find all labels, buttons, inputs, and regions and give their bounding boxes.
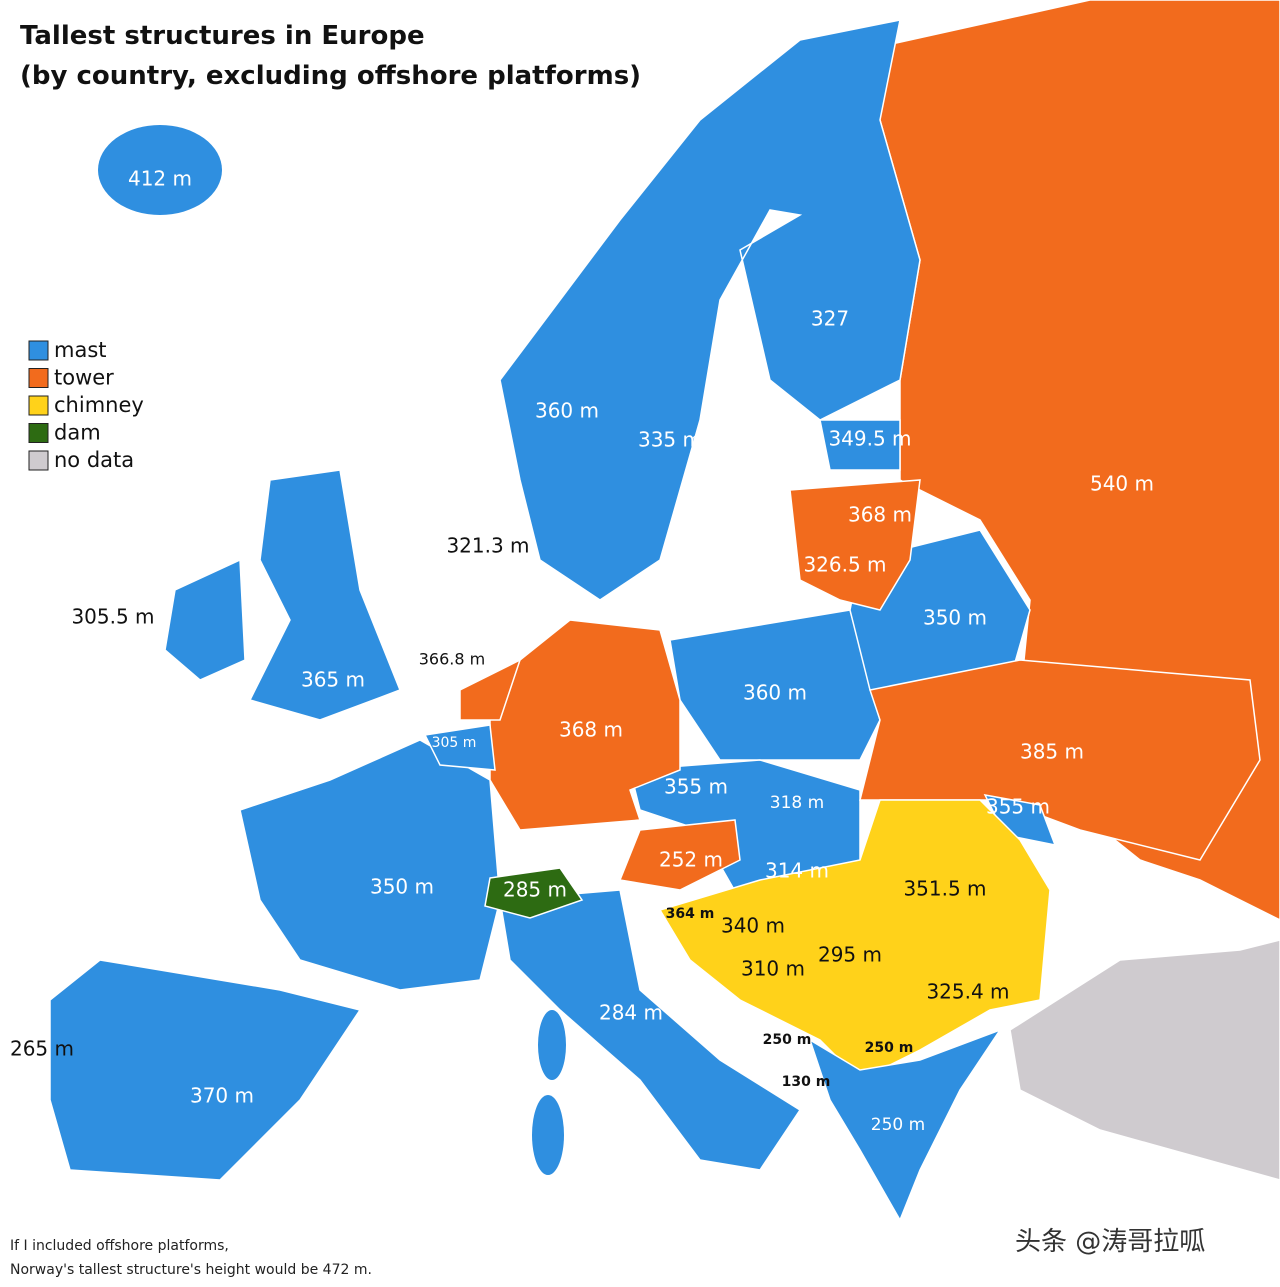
label: 305.5 m xyxy=(71,605,154,629)
label: 370 m xyxy=(190,1084,254,1108)
label: 368 m xyxy=(848,503,912,527)
legend-swatch xyxy=(28,395,49,416)
legend-label: mast xyxy=(54,338,107,362)
ukraine xyxy=(859,659,1261,861)
legend-swatch xyxy=(28,340,49,361)
iberia xyxy=(49,959,362,1181)
label: 327 xyxy=(811,307,849,331)
uk xyxy=(248,469,401,721)
label: 318 m xyxy=(770,793,824,813)
note: If I included offshore platforms, xyxy=(10,1238,229,1254)
label: 360 m xyxy=(743,681,807,705)
label: 335 m xyxy=(638,428,702,452)
label: 350 m xyxy=(370,875,434,899)
label: 385 m xyxy=(1020,740,1084,764)
italy xyxy=(499,889,802,1171)
legend-label: dam xyxy=(54,421,101,445)
label: 314 m xyxy=(765,859,829,883)
legend-label: tower xyxy=(54,366,114,390)
watermark: 头条 @涛哥拉呱 xyxy=(1015,1227,1205,1257)
label: 366.8 m xyxy=(419,650,485,669)
label: 321.3 m xyxy=(446,534,529,558)
greece-albania xyxy=(808,1028,1002,1222)
label: 295 m xyxy=(818,943,882,967)
legend-swatch xyxy=(28,368,49,388)
label: 355 m xyxy=(664,775,728,799)
label: 305 m xyxy=(432,735,477,751)
corsica xyxy=(532,1095,564,1175)
label: 350 m xyxy=(923,606,987,630)
label: 365 m xyxy=(301,668,365,692)
label: 285 m xyxy=(503,878,567,902)
label: 310 m xyxy=(741,957,805,981)
label: 265 m xyxy=(10,1037,74,1061)
belgium xyxy=(423,724,496,771)
label: 368 m xyxy=(559,718,623,742)
scandinavia xyxy=(499,19,921,601)
turkey xyxy=(1009,939,1280,1181)
label: 250 m xyxy=(865,1040,914,1056)
subtitle: (by country, excluding offshore platform… xyxy=(20,61,641,91)
iceland xyxy=(98,125,222,215)
label: 351.5 m xyxy=(903,877,986,901)
switzerland xyxy=(484,867,584,919)
france xyxy=(239,739,501,991)
label: 360 m xyxy=(535,399,599,423)
note: Norway's tallest structure's height woul… xyxy=(10,1262,372,1278)
label: 364 m xyxy=(666,906,715,922)
label: 325.4 m xyxy=(926,980,1009,1004)
label: 349.5 m xyxy=(828,427,911,451)
latvia-lithuania xyxy=(789,479,921,611)
label: 252 m xyxy=(659,848,723,872)
legend-label: chimney xyxy=(54,393,144,417)
label: 326.5 m xyxy=(803,553,886,577)
estonia xyxy=(819,419,901,471)
ireland xyxy=(164,558,246,681)
label: 412 m xyxy=(128,167,192,191)
balkans xyxy=(658,799,1051,1081)
legend-swatch xyxy=(28,423,49,443)
netherlands xyxy=(459,658,522,721)
label: 284 m xyxy=(599,1001,663,1025)
legend: mast tower chimney dam no data xyxy=(28,338,144,472)
sardinia xyxy=(538,1010,566,1080)
legend-label: no data xyxy=(54,448,134,472)
regions xyxy=(49,0,1280,1222)
labels: 412 m 327 360 m 335 m 349.5 m 540 m 368 … xyxy=(10,167,1154,1136)
label: 355 m xyxy=(986,795,1050,819)
title: Tallest structures in Europe xyxy=(20,21,425,51)
legend-swatch xyxy=(28,450,49,471)
label: 130 m xyxy=(782,1074,831,1090)
label: 250 m xyxy=(871,1115,925,1135)
label: 540 m xyxy=(1090,472,1154,496)
label: 250 m xyxy=(763,1032,812,1048)
austria xyxy=(618,819,741,891)
label: 340 m xyxy=(721,914,785,938)
